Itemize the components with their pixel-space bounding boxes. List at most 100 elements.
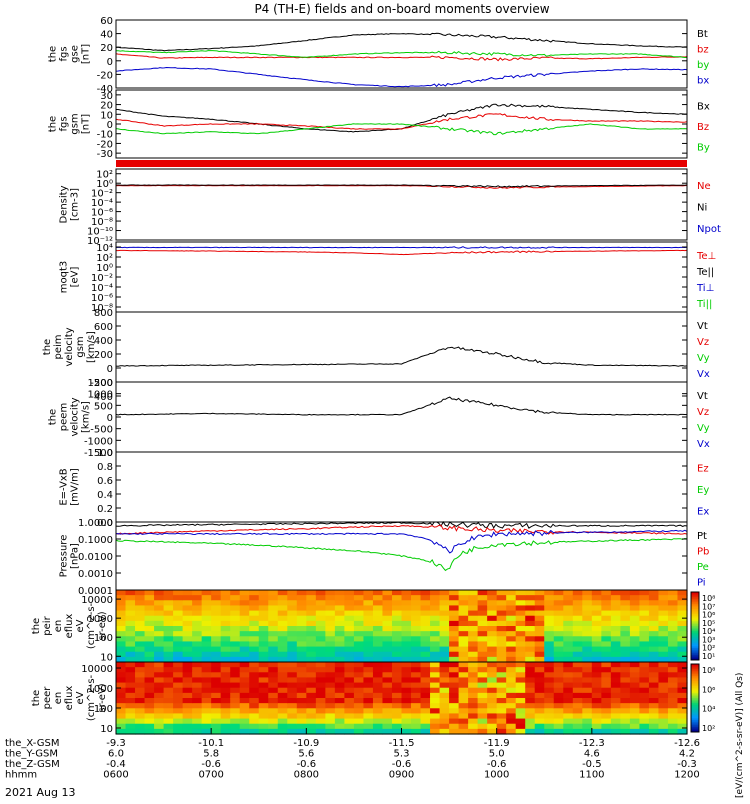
heatmap-cell	[192, 600, 203, 607]
heatmap-cell	[468, 631, 479, 637]
heatmap-cell	[601, 718, 612, 725]
colorbar-cell	[691, 600, 699, 603]
heatmap-cell	[553, 703, 564, 709]
legend-entry: Te||	[696, 267, 714, 278]
heatmap-cell	[477, 605, 488, 612]
colorbar-cell	[691, 637, 699, 641]
y-tick-label: 0	[107, 364, 113, 375]
heatmap-cell	[344, 615, 355, 622]
heatmap-cell	[182, 595, 193, 601]
heatmap-cell	[277, 620, 288, 627]
heatmap-cell	[515, 631, 526, 637]
heatmap-cell	[258, 641, 269, 648]
heatmap-cell	[344, 595, 355, 601]
heatmap-cell	[525, 698, 536, 704]
heatmap-cell	[648, 600, 660, 607]
heatmap-cell	[477, 610, 488, 617]
colorbar-cell	[691, 699, 699, 702]
heatmap-cell	[430, 687, 441, 694]
heatmap-cell	[211, 698, 222, 704]
heatmap-cell	[430, 626, 441, 632]
heatmap-cell	[477, 692, 488, 699]
heatmap-cell	[334, 636, 345, 643]
heatmap-cell	[116, 723, 127, 730]
heatmap-cell	[211, 620, 222, 627]
heatmap-cell	[439, 698, 450, 704]
heatmap-cell	[667, 620, 679, 627]
heatmap-cell	[515, 605, 526, 612]
heatmap-cell	[401, 605, 412, 612]
heatmap-cell	[582, 672, 593, 679]
heatmap-cell	[258, 703, 269, 709]
heatmap-cell	[553, 677, 564, 684]
y-tick-label: 10⁰	[96, 179, 113, 190]
heatmap-cell	[344, 718, 355, 725]
heatmap-cell	[620, 662, 631, 668]
heatmap-cell	[648, 636, 660, 643]
heatmap-cell	[144, 677, 155, 684]
heatmap-cell	[287, 646, 298, 653]
colorbar-cell	[691, 679, 699, 682]
heatmap-cell	[477, 636, 488, 643]
heatmap-cell	[287, 728, 298, 735]
heatmap-cell	[306, 703, 317, 709]
heatmap-cell	[477, 626, 488, 632]
colorbar-cell	[691, 692, 699, 696]
heatmap-cell	[239, 687, 250, 694]
heatmap-cell	[411, 682, 422, 689]
heatmap-cell	[391, 718, 403, 725]
heatmap-cell	[572, 662, 583, 668]
heatmap-cell	[639, 610, 650, 617]
colorbar-tick: 10⁴	[702, 705, 715, 714]
y-axis-label: the	[48, 116, 59, 132]
legend-entry: by	[697, 60, 709, 71]
heatmap-cell	[553, 646, 564, 653]
heatmap-cell	[430, 605, 441, 612]
heatmap-cell	[449, 631, 460, 637]
y-tick-label: 10⁻⁸	[91, 303, 113, 314]
heatmap-cell	[382, 626, 393, 632]
heatmap-cell	[553, 713, 564, 720]
heatmap-cell	[629, 677, 641, 684]
heatmap-cell	[544, 728, 555, 735]
heatmap-cell	[525, 723, 536, 730]
y-tick-label: 20	[100, 43, 113, 54]
heatmap-cell	[401, 692, 412, 699]
heatmap-cell	[325, 656, 336, 663]
heatmap-cell	[439, 590, 450, 596]
heatmap-cell	[449, 708, 460, 715]
heatmap-cell	[249, 667, 260, 673]
colorbar-cell	[691, 664, 699, 667]
heatmap-cell	[458, 600, 469, 607]
heatmap-cell	[458, 692, 469, 699]
heatmap-cell	[667, 718, 679, 725]
heatmap-cell	[648, 718, 660, 725]
heatmap-cell	[563, 590, 574, 596]
heatmap-cell	[639, 590, 650, 596]
colorbar-tick: 10⁴	[702, 627, 715, 636]
heatmap-cell	[658, 692, 669, 699]
heatmap-cell	[154, 718, 165, 725]
colorbar-cell	[691, 720, 699, 723]
heatmap-cell	[401, 723, 412, 730]
heatmap-cell	[553, 728, 564, 735]
heatmap-cell	[315, 626, 326, 632]
heatmap-cell	[449, 620, 460, 627]
heatmap-cell	[220, 636, 231, 643]
heatmap-cell	[125, 641, 136, 648]
heatmap-cell	[372, 708, 384, 715]
legend-entry: Te⊥	[696, 251, 716, 262]
heatmap-cell	[515, 651, 526, 658]
heatmap-cell	[667, 631, 679, 637]
heatmap-cell	[391, 692, 403, 699]
heatmap-cell	[639, 626, 650, 632]
heatmap-cell	[239, 698, 250, 704]
y-axis-label: the	[42, 339, 53, 355]
heatmap-cell	[382, 641, 393, 648]
heatmap-cell	[201, 677, 212, 684]
heatmap-cell	[315, 687, 326, 694]
heatmap-cell	[629, 672, 641, 679]
heatmap-cell	[458, 677, 469, 684]
heatmap-cell	[230, 636, 241, 643]
